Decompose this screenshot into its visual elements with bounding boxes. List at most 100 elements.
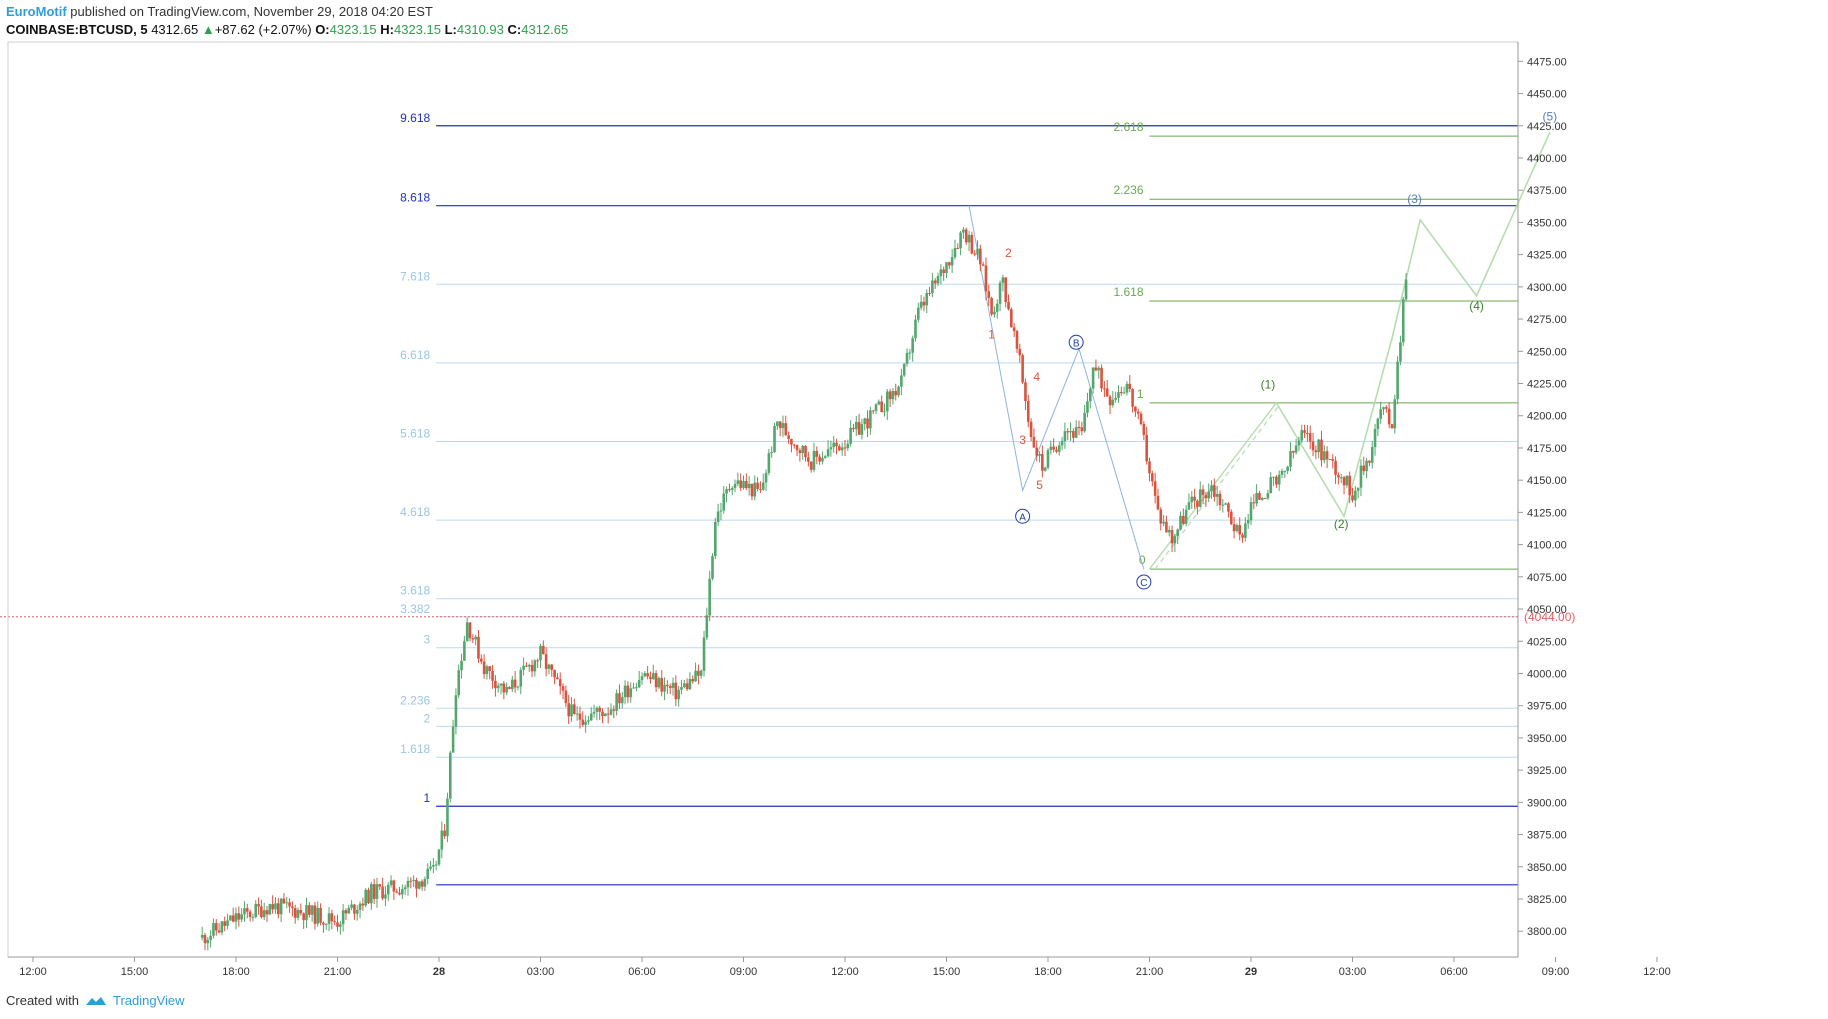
candle-body [1300,430,1304,441]
candle-body [558,679,562,687]
candle-body [812,450,816,470]
candle-body [457,670,461,696]
candle-body [313,905,317,924]
candle-body [372,884,376,899]
candle-body [702,637,706,671]
candle-body [821,457,824,462]
candle-body [584,721,587,725]
time-tick-label: 18:00 [222,966,250,978]
candle-body [1224,503,1227,505]
candle-body [804,445,807,458]
candle-body [1122,392,1126,394]
green-fib-label: 1 [1137,387,1144,401]
candle-body [1153,481,1157,496]
candle-body [1086,401,1089,413]
candle-body [398,892,401,895]
candle-body [519,669,523,687]
candle-body [1227,503,1230,512]
candle-body [265,910,269,915]
candle-body [798,450,802,454]
candle-body [1294,445,1298,453]
fib-level-label: 1.618 [400,742,430,756]
candle-body [1401,299,1405,343]
candle-body [942,269,945,274]
candle-body [488,666,492,672]
tradingview-link[interactable]: TradingView [112,993,185,1008]
candle-body [288,902,291,907]
candle-body [564,690,568,704]
candle-body [401,889,404,895]
candle-body [333,921,336,923]
wave-1-segment [1148,402,1277,570]
price-tick-label: 3925.00 [1527,765,1567,777]
candle-body [381,886,384,899]
candle-body [471,638,475,640]
candle-body [1103,388,1106,390]
candle-body [1148,461,1151,474]
candle-body [840,447,844,451]
candle-body [956,247,960,249]
author-link[interactable]: EuroMotif [6,4,67,19]
candle-body [1289,451,1292,467]
candle-body [925,293,929,306]
candle-body [1215,493,1219,497]
candle-body [1097,367,1101,371]
time-tick-label: 21:00 [1136,966,1164,978]
projection-wave-label: (1) [1261,378,1276,392]
candle-body [429,866,432,869]
candle-body [736,480,740,484]
candle-body [1100,367,1103,389]
candle-body [722,493,726,511]
candle-body [240,914,243,920]
candle-body [1345,475,1349,486]
abc-correction-path [968,205,1145,570]
candle-body [626,685,630,698]
candle-body [981,264,985,266]
candle-body [310,905,314,915]
candle-body [620,697,624,704]
candle-body [279,898,283,915]
candle-body [234,913,238,922]
candle-body [933,280,937,284]
candle-body [880,401,883,413]
fib-level-label: 1 [423,791,430,805]
candle-body [674,682,678,700]
candle-body [209,935,212,940]
fib-level-label: 3 [423,633,430,647]
candle-body [1094,367,1098,371]
candle-body [276,903,280,915]
candle-body [750,483,754,497]
candle-body [446,798,449,837]
candle-body [885,391,889,412]
candle-body [857,421,861,435]
candle-body [375,884,379,899]
candle-body [206,939,210,944]
candle-body [1072,431,1075,438]
candle-body [711,556,714,579]
candle-body [730,487,734,490]
fib-level-label: 7.618 [400,269,430,283]
candle-body [773,425,776,453]
candle-body [1176,529,1179,537]
candle-body [663,684,666,692]
candle-body [1128,383,1132,389]
fib-level-label: 9.618 [400,111,430,125]
candle-body [200,934,204,938]
candle-body [550,664,554,670]
candle-body [1331,459,1335,461]
created-with-text: Created with [6,993,79,1008]
candle-body [1196,500,1199,507]
candle-body [274,903,277,910]
candle-body [694,670,697,682]
candle-body [1204,495,1208,499]
candle-body [917,307,920,320]
candle-body [570,704,573,717]
candle-body [998,282,1002,304]
candle-body [1238,525,1242,535]
candle-body [367,889,370,904]
candle-body [936,276,940,284]
candle-body [1258,493,1261,500]
candle-body [1151,473,1154,482]
high-label: H: [380,22,394,37]
